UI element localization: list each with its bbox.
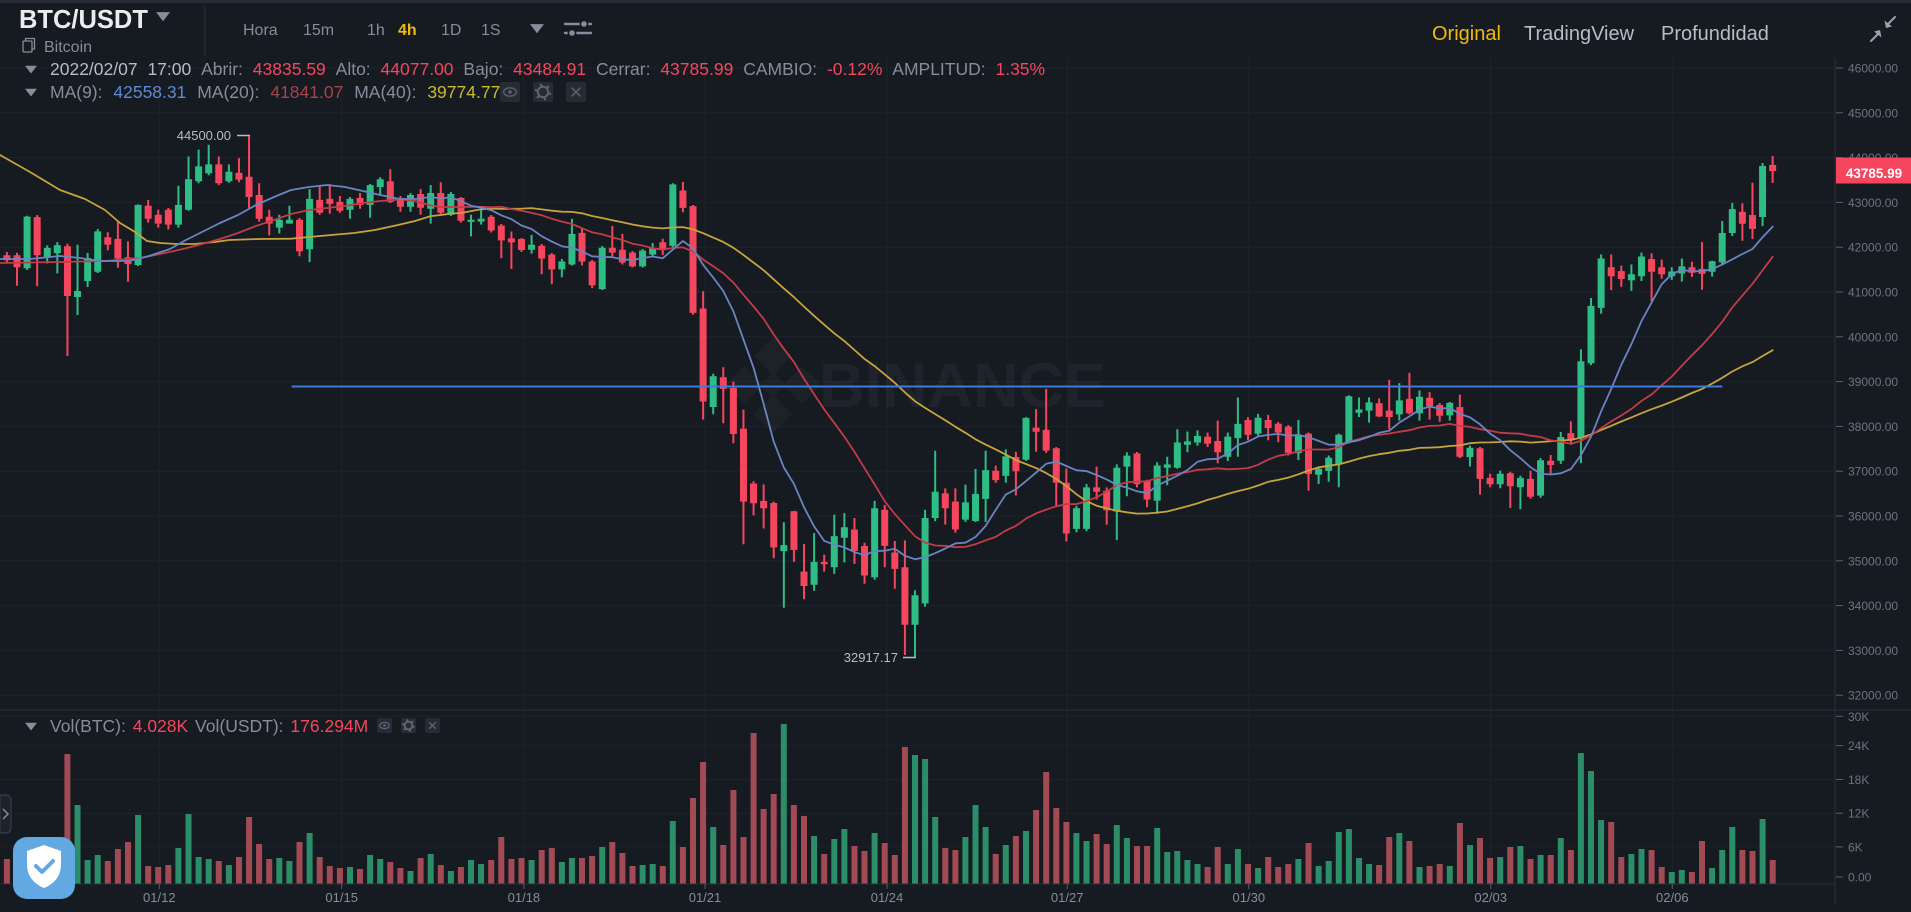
- svg-text:01/24: 01/24: [871, 890, 904, 905]
- svg-text:43785.99: 43785.99: [1846, 166, 1902, 181]
- svg-text:01/21: 01/21: [689, 890, 722, 905]
- svg-text:Profundidad: Profundidad: [1661, 23, 1769, 45]
- svg-text:35000.00: 35000.00: [1848, 554, 1898, 568]
- svg-text:12K: 12K: [1848, 807, 1869, 821]
- svg-text:36000.00: 36000.00: [1848, 510, 1898, 524]
- svg-text:Bitcoin: Bitcoin: [44, 39, 92, 56]
- svg-text:34000.00: 34000.00: [1848, 599, 1898, 613]
- svg-text:41000.00: 41000.00: [1848, 286, 1898, 300]
- svg-text:02/06: 02/06: [1656, 890, 1689, 905]
- svg-text:40000.00: 40000.00: [1848, 330, 1898, 344]
- svg-text:30K: 30K: [1848, 710, 1869, 724]
- svg-text:01/15: 01/15: [325, 890, 358, 905]
- svg-text:Vol(BTC): 4.028K Vol(USDT): 17: Vol(BTC): 4.028K Vol(USDT): 176.294M: [50, 716, 368, 736]
- svg-text:32000.00: 32000.00: [1848, 689, 1898, 703]
- svg-text:1S: 1S: [481, 22, 501, 39]
- svg-text:43000.00: 43000.00: [1848, 196, 1898, 210]
- svg-text:Hora: Hora: [243, 22, 278, 39]
- svg-text:MA(9): 42558.31 MA(20): 41841.: MA(9): 42558.31 MA(20): 41841.07 MA(40):…: [50, 82, 511, 102]
- svg-text:38000.00: 38000.00: [1848, 420, 1898, 434]
- svg-text:32917.17: 32917.17: [844, 650, 898, 665]
- svg-text:1h: 1h: [367, 22, 385, 39]
- svg-text:42000.00: 42000.00: [1848, 241, 1898, 255]
- svg-text:33000.00: 33000.00: [1848, 644, 1898, 658]
- svg-text:BTC/USDT: BTC/USDT: [19, 6, 148, 34]
- svg-text:01/27: 01/27: [1051, 890, 1084, 905]
- svg-text:01/30: 01/30: [1233, 890, 1266, 905]
- svg-text:18K: 18K: [1848, 773, 1869, 787]
- svg-text:1D: 1D: [441, 22, 461, 39]
- svg-text:39000.00: 39000.00: [1848, 375, 1898, 389]
- svg-text:01/12: 01/12: [143, 890, 176, 905]
- svg-text:TradingView: TradingView: [1524, 23, 1635, 45]
- svg-text:24K: 24K: [1848, 739, 1869, 753]
- svg-text:15m: 15m: [303, 22, 334, 39]
- svg-text:02/03: 02/03: [1474, 890, 1507, 905]
- svg-text:37000.00: 37000.00: [1848, 465, 1898, 479]
- svg-text:01/18: 01/18: [508, 890, 541, 905]
- svg-text:6K: 6K: [1848, 840, 1863, 854]
- svg-text:45000.00: 45000.00: [1848, 106, 1898, 120]
- svg-text:Original: Original: [1432, 23, 1501, 45]
- svg-text:46000.00: 46000.00: [1848, 62, 1898, 76]
- svg-text:44500.00: 44500.00: [177, 128, 231, 143]
- svg-text:0.00: 0.00: [1848, 871, 1872, 885]
- svg-text:2022/02/07 17:00 Abrir: 43835.: 2022/02/07 17:00 Abrir: 43835.59 Alto: 4…: [50, 59, 1055, 79]
- svg-text:4h: 4h: [398, 22, 417, 39]
